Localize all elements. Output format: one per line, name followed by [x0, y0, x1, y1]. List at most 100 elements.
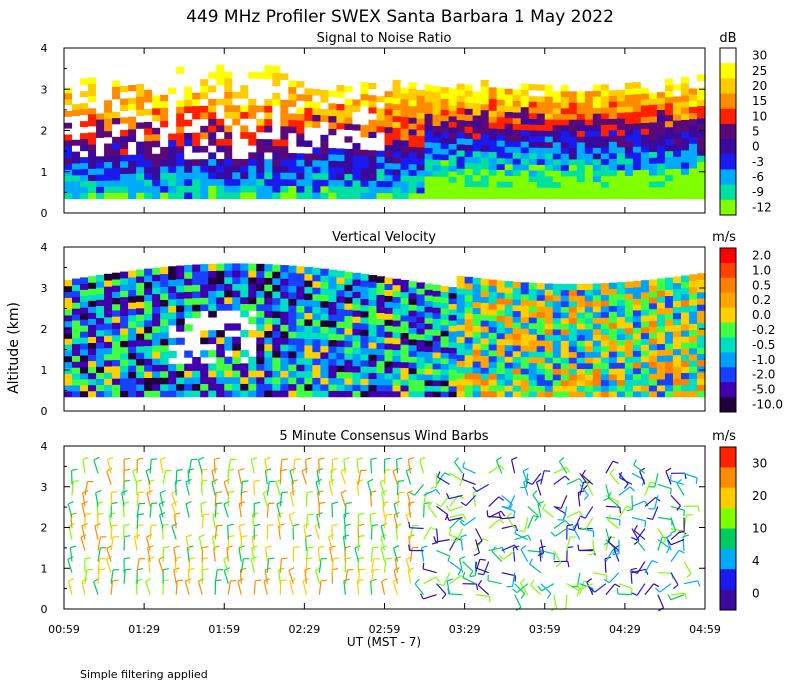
heatmap-cell [248, 178, 257, 186]
heatmap-cell [248, 118, 257, 126]
heatmap-cell [304, 100, 313, 108]
heatmap-cell [672, 144, 682, 151]
heatmap-cell [224, 363, 233, 371]
heatmap-cell [224, 77, 233, 86]
wind-barb [136, 524, 144, 540]
heatmap-cell [664, 349, 674, 356]
heatmap-cell [136, 282, 145, 290]
heatmap-cell [384, 331, 394, 338]
wind-barb [305, 491, 313, 507]
heatmap-cell [472, 79, 482, 86]
heatmap-cell [576, 136, 586, 143]
heatmap-cell [656, 325, 666, 333]
heatmap-cell [288, 377, 297, 385]
heatmap-cell [656, 308, 666, 315]
heatmap-cell [424, 300, 434, 307]
heatmap-cell [368, 192, 378, 200]
heatmap-cell [464, 96, 474, 103]
heatmap-cell [328, 326, 338, 334]
heatmap-cell [88, 119, 97, 127]
heatmap-cell [648, 92, 658, 99]
heatmap-cell [120, 371, 129, 379]
heatmap-cell [656, 313, 666, 321]
heatmap-cell [256, 343, 265, 351]
heatmap-cell [272, 98, 281, 107]
heatmap-cell [160, 152, 169, 161]
heatmap-cell [440, 291, 450, 298]
heatmap-cell [152, 192, 161, 200]
heatmap-cell [64, 145, 73, 153]
heatmap-cell [440, 159, 450, 166]
heatmap-cell [640, 93, 650, 100]
heatmap-cell [240, 98, 249, 106]
heatmap-cell [264, 145, 273, 153]
heatmap-cell [392, 319, 402, 327]
heatmap-cell [288, 298, 297, 306]
heatmap-cell [504, 338, 514, 346]
heatmap-cell [648, 174, 658, 182]
heatmap-cell [80, 295, 89, 302]
heatmap-cell [288, 79, 297, 88]
heatmap-cell [272, 330, 281, 338]
heatmap-cell [408, 186, 418, 194]
heatmap-cell [344, 123, 354, 131]
heatmap-cell [240, 191, 249, 200]
heatmap-cell [632, 128, 642, 136]
heatmap-cell [528, 135, 538, 142]
heatmap-cell [656, 91, 666, 99]
heatmap-cell [208, 303, 217, 311]
heatmap-cell [352, 105, 362, 112]
heatmap-cell [144, 179, 153, 187]
heatmap-cell [544, 317, 554, 324]
heatmap-cell [384, 180, 394, 188]
wind-barb [609, 468, 620, 485]
wind-barb [82, 457, 89, 474]
heatmap-cell [496, 280, 506, 287]
heatmap-cell [264, 185, 273, 193]
wind-barb [419, 593, 437, 600]
heatmap-cell [192, 277, 201, 285]
heatmap-cell [648, 326, 658, 333]
heatmap-cell [456, 113, 466, 121]
heatmap-cell [400, 309, 410, 316]
heatmap-cell [680, 311, 690, 319]
wind-barb [607, 514, 620, 529]
heatmap-cell [496, 297, 506, 305]
heatmap-cell [576, 158, 586, 166]
heatmap-cell [144, 172, 153, 180]
heatmap-cell [576, 107, 586, 115]
wind-barb [110, 491, 118, 507]
heatmap-cell [656, 145, 666, 152]
wind-barb [187, 468, 195, 485]
heatmap-cell [336, 185, 346, 193]
heatmap-cell [264, 277, 273, 285]
heatmap-cell [656, 151, 666, 158]
heatmap-cell [592, 107, 602, 114]
heatmap-cell [504, 286, 514, 294]
heatmap-cell [392, 85, 402, 93]
y-tick-label: 0 [41, 603, 48, 616]
heatmap-cell [552, 136, 562, 143]
heatmap-cell [312, 351, 321, 359]
heatmap-cell [336, 270, 346, 278]
heatmap-cell [280, 284, 289, 292]
wind-barb [227, 523, 234, 540]
heatmap-cell [616, 316, 626, 323]
heatmap-cell [512, 175, 522, 182]
heatmap-cell [296, 272, 305, 280]
heatmap-cell [240, 91, 249, 99]
heatmap-cell [208, 178, 217, 186]
heatmap-cell [296, 285, 305, 293]
wind-barb [184, 578, 192, 595]
heatmap-cell [312, 185, 321, 193]
heatmap-cell [368, 360, 378, 367]
heatmap-cell [416, 345, 426, 352]
heatmap-cell [312, 345, 321, 353]
heatmap-cell [464, 300, 474, 308]
heatmap-cell [344, 296, 354, 304]
heatmap-cell [648, 379, 658, 386]
heatmap-cell [152, 75, 161, 83]
heatmap-cell [560, 124, 570, 132]
heatmap-cell [96, 329, 105, 337]
